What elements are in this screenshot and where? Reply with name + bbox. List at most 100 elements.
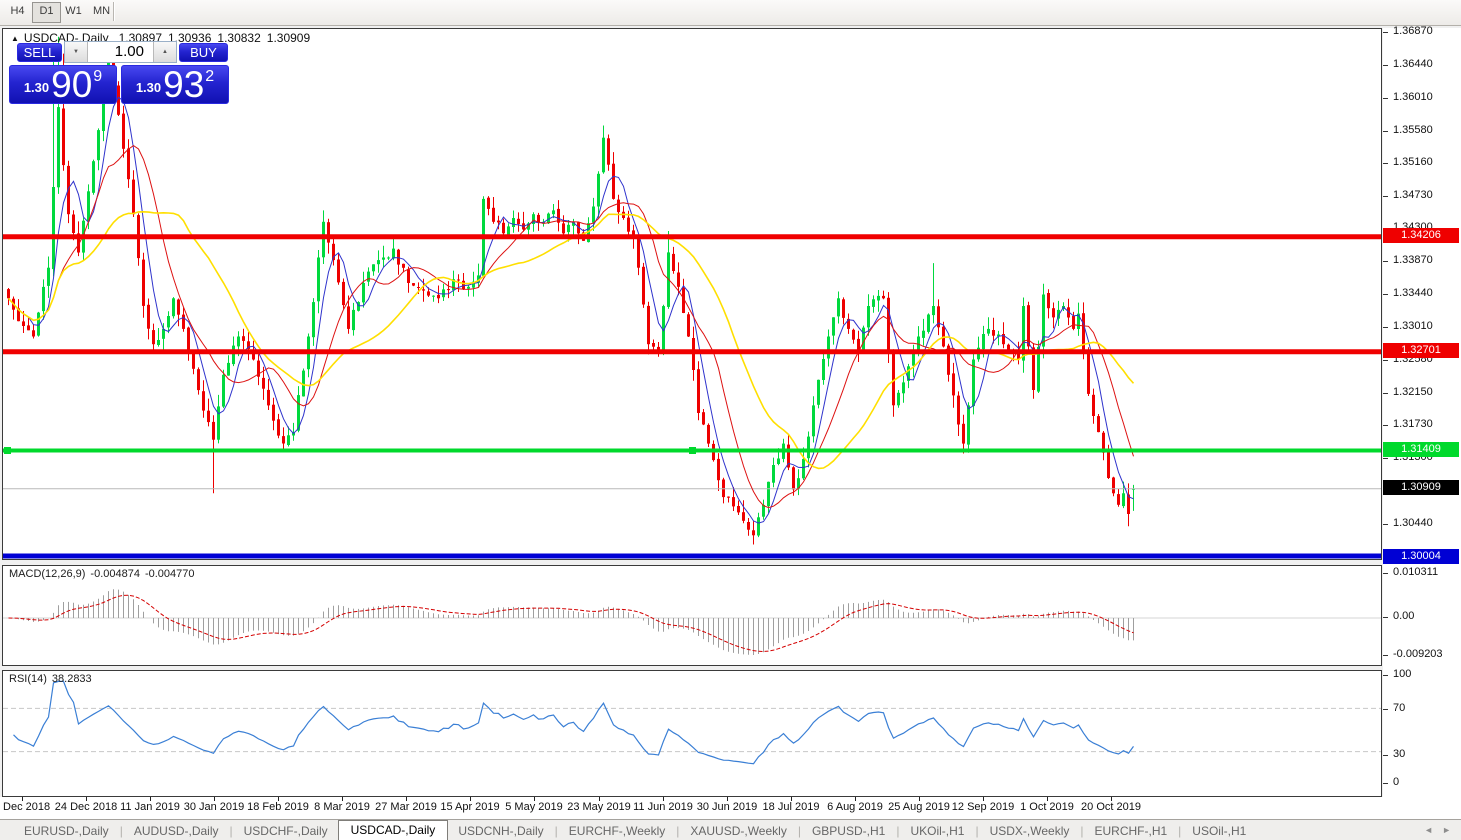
volume-value[interactable]: 1.00 bbox=[114, 43, 144, 60]
tabs-scroll-left-icon[interactable]: ◄ bbox=[1424, 825, 1433, 835]
candle-body bbox=[997, 334, 1000, 337]
timeframe-button-mn[interactable]: MN bbox=[92, 5, 111, 17]
candle-body bbox=[592, 206, 595, 223]
candle-body bbox=[427, 291, 430, 296]
candle-body bbox=[927, 314, 930, 332]
candle-body bbox=[602, 137, 605, 173]
candle-body bbox=[57, 107, 60, 188]
candle-body bbox=[612, 163, 615, 199]
tab-separator: | bbox=[229, 823, 233, 838]
price-axis[interactable]: 1.36870 1.36440 1.36010 1.35580 1.35160 1.347… bbox=[1383, 25, 1461, 797]
candle-body bbox=[102, 95, 105, 131]
candle-body bbox=[1052, 308, 1055, 318]
sell-price-prefix: 1.30 bbox=[23, 80, 50, 95]
timeframe-toolbar: H4 D1 W1 MN bbox=[0, 0, 1461, 26]
rsi-canvas[interactable] bbox=[3, 671, 1381, 796]
chart-tab-usdx-weekly[interactable]: USDX-,Weekly bbox=[989, 823, 1070, 838]
candle-body bbox=[467, 286, 470, 289]
candle-body bbox=[652, 343, 655, 347]
hline-handle[interactable] bbox=[689, 447, 696, 454]
candle-body bbox=[1092, 394, 1095, 416]
chart-tab-eurusd-daily[interactable]: EURUSD-,Daily bbox=[24, 823, 109, 838]
candle-body bbox=[887, 297, 890, 351]
timeframe-button-d1[interactable]: D1 bbox=[32, 2, 61, 23]
chart-tab-eurchf-h1[interactable]: EURCHF-,H1 bbox=[1094, 823, 1168, 838]
date-tick-mark bbox=[342, 797, 343, 801]
candle-body bbox=[1102, 432, 1105, 453]
candlestick-canvas[interactable] bbox=[3, 29, 1381, 559]
candle-body bbox=[932, 306, 935, 316]
indicator-axis-label: 0.010311 bbox=[1393, 566, 1439, 578]
buy-price-button[interactable]: 1.30 93 2 bbox=[121, 65, 229, 104]
candle-body bbox=[187, 327, 190, 351]
toolbar-separator bbox=[113, 2, 114, 21]
price-axis-label: 1.34730 bbox=[1393, 188, 1433, 201]
candle-body bbox=[1077, 313, 1080, 329]
axis-tick-mark bbox=[1383, 523, 1388, 525]
candle-body bbox=[947, 345, 950, 375]
candle-body bbox=[1032, 347, 1035, 390]
candle-body bbox=[282, 436, 285, 444]
macd-canvas[interactable] bbox=[3, 566, 1381, 665]
macd-signal-line bbox=[8, 594, 1134, 653]
candle-body bbox=[937, 306, 940, 328]
candle-body bbox=[242, 336, 245, 341]
candle-body bbox=[832, 317, 835, 336]
candle-body bbox=[1017, 351, 1020, 360]
date-tick-mark bbox=[791, 797, 792, 801]
chart-tab-usdchf-daily[interactable]: USDCHF-,Daily bbox=[243, 823, 328, 838]
candle-body bbox=[987, 328, 990, 334]
macd-label: MACD(12,26,9) -0.004874 -0.004770 bbox=[9, 568, 200, 580]
candle-body bbox=[552, 210, 555, 215]
candle-body bbox=[707, 424, 710, 444]
candle-body bbox=[677, 272, 680, 287]
candle-body bbox=[497, 220, 500, 223]
candle-body bbox=[787, 444, 790, 468]
collapse-triangle-icon[interactable]: ▲ bbox=[11, 34, 19, 43]
chart-tab-audusd-daily[interactable]: AUDUSD-,Daily bbox=[133, 823, 219, 838]
candle-body bbox=[37, 312, 40, 336]
chart-tab-ukoil-h1[interactable]: UKOil-,H1 bbox=[910, 823, 965, 838]
candle-body bbox=[812, 405, 815, 437]
date-tick-mark bbox=[278, 797, 279, 801]
tab-separator: | bbox=[676, 823, 680, 838]
chart-tab-xauusd-weekly[interactable]: XAUUSD-,Weekly bbox=[690, 823, 787, 838]
candle-body bbox=[327, 222, 330, 243]
candle-body bbox=[277, 419, 280, 436]
candle-body bbox=[962, 423, 965, 444]
tab-separator: | bbox=[1080, 823, 1084, 838]
candle-body bbox=[157, 340, 160, 345]
main-chart-panel: ▲ USDCAD-,Daily 1.30897 1.30936 1.30832 1.309… bbox=[2, 28, 1382, 560]
candle-body bbox=[1037, 346, 1040, 392]
candle-body bbox=[182, 314, 185, 329]
candle-body bbox=[262, 377, 265, 389]
candle-body bbox=[587, 223, 590, 243]
chart-tab-usdcad-daily[interactable]: USDCAD-,Daily bbox=[337, 819, 449, 840]
candle-body bbox=[122, 113, 125, 149]
candle-body bbox=[287, 435, 290, 445]
candle-body bbox=[797, 478, 800, 490]
chart-tab-gbpusd-h1[interactable]: GBPUSD-,H1 bbox=[811, 823, 886, 838]
timeframe-button-h4[interactable]: H4 bbox=[10, 5, 25, 17]
candle-body bbox=[232, 345, 235, 365]
buy-button[interactable]: BUY bbox=[179, 43, 228, 62]
candle-body bbox=[457, 279, 460, 281]
chart-tab-eurchf-weekly[interactable]: EURCHF-,Weekly bbox=[568, 823, 666, 838]
candle-body bbox=[502, 222, 505, 234]
volume-increase-button[interactable]: ▲ bbox=[153, 42, 176, 62]
candle-body bbox=[77, 233, 80, 253]
volume-decrease-button[interactable]: ▼ bbox=[65, 42, 88, 62]
chart-tab-usoil-h1[interactable]: USOil-,H1 bbox=[1192, 823, 1247, 838]
sell-price-button[interactable]: 1.30 90 9 bbox=[9, 65, 117, 104]
timeframe-button-w1[interactable]: W1 bbox=[65, 5, 82, 17]
tabs-scroll-right-icon[interactable]: ► bbox=[1442, 825, 1451, 835]
quote-high: 1.30936 bbox=[168, 31, 212, 45]
candle-body bbox=[742, 512, 745, 521]
macd-value-1: -0.004874 bbox=[90, 568, 140, 580]
candle-body bbox=[957, 395, 960, 425]
candle-body bbox=[362, 283, 365, 303]
hline-handle[interactable] bbox=[4, 447, 11, 454]
chart-tab-usdcnh-daily[interactable]: USDCNH-,Daily bbox=[458, 823, 544, 838]
sell-button[interactable]: SELL bbox=[17, 43, 62, 62]
